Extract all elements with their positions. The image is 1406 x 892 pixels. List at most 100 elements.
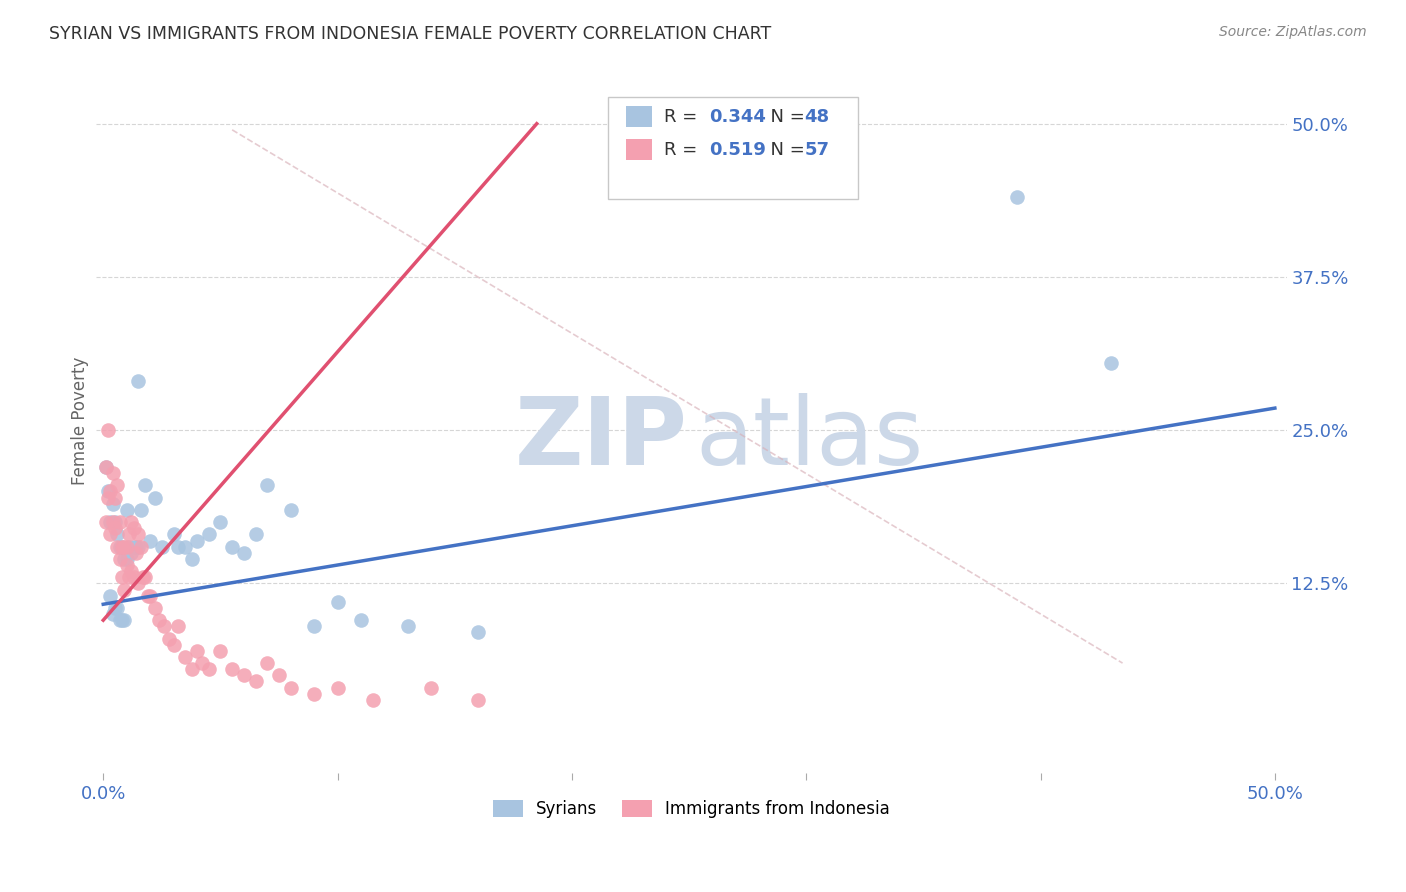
Point [101, 466, 124, 480]
Point [105, 540, 128, 554]
Point [267, 668, 290, 682]
Point [120, 546, 142, 560]
Point [125, 546, 148, 560]
Point [190, 656, 212, 670]
Point [134, 570, 156, 584]
Point [108, 515, 131, 529]
Point [120, 564, 142, 578]
Point [302, 687, 325, 701]
Point [104, 521, 127, 535]
Point [127, 576, 149, 591]
Point [129, 540, 152, 554]
Point [111, 540, 134, 554]
FancyBboxPatch shape [626, 139, 652, 161]
Point [127, 374, 149, 388]
Point [221, 540, 243, 554]
Point [115, 552, 138, 566]
Point [245, 674, 267, 689]
Point [209, 515, 232, 529]
Point [94, 459, 117, 474]
Point [111, 540, 134, 554]
Point [98, 527, 121, 541]
FancyBboxPatch shape [626, 106, 652, 127]
Text: R =: R = [664, 141, 703, 159]
Point [197, 662, 219, 676]
Point [112, 582, 135, 597]
Point [118, 570, 141, 584]
Point [104, 491, 127, 505]
Point [108, 540, 131, 554]
Text: R =: R = [664, 108, 703, 126]
Point [118, 540, 141, 554]
Point [139, 589, 162, 603]
Point [186, 644, 208, 658]
Text: ZIP: ZIP [515, 392, 688, 484]
Point [129, 503, 152, 517]
Point [115, 540, 138, 554]
Point [104, 515, 127, 529]
Point [122, 570, 145, 584]
Point [122, 540, 145, 554]
Y-axis label: Female Poverty: Female Poverty [72, 357, 89, 485]
Text: 48: 48 [804, 108, 830, 126]
Point [143, 601, 166, 615]
Point [280, 503, 302, 517]
Point [94, 515, 117, 529]
Point [105, 601, 128, 615]
Point [326, 681, 349, 695]
Point [101, 607, 124, 621]
Point [94, 459, 117, 474]
Point [162, 638, 184, 652]
Point [174, 650, 197, 665]
Point [232, 668, 254, 682]
Point [148, 613, 170, 627]
Point [101, 497, 124, 511]
Text: 0.519: 0.519 [709, 141, 766, 159]
Point [467, 625, 489, 640]
Point [1099, 356, 1122, 370]
Point [127, 527, 149, 541]
Point [467, 693, 489, 707]
Point [181, 552, 204, 566]
Point [1005, 190, 1028, 204]
Point [97, 484, 120, 499]
Point [420, 681, 443, 695]
Text: 57: 57 [804, 141, 830, 159]
Point [136, 589, 159, 603]
Point [150, 540, 173, 554]
Point [162, 527, 184, 541]
Point [98, 484, 121, 499]
Point [167, 540, 190, 554]
Point [115, 558, 138, 572]
Point [153, 619, 176, 633]
Point [115, 503, 138, 517]
Point [125, 540, 148, 554]
Point [280, 681, 302, 695]
Point [186, 533, 208, 548]
Legend: Syrians, Immigrants from Indonesia: Syrians, Immigrants from Indonesia [486, 794, 897, 825]
Point [256, 656, 278, 670]
Point [302, 619, 325, 633]
Point [111, 570, 134, 584]
Point [132, 570, 155, 584]
Point [134, 478, 156, 492]
Point [112, 552, 135, 566]
Point [98, 589, 121, 603]
Point [139, 533, 162, 548]
Point [174, 540, 197, 554]
Point [112, 613, 135, 627]
Point [256, 478, 278, 492]
Point [209, 644, 232, 658]
Text: atlas: atlas [695, 392, 924, 484]
Point [104, 601, 127, 615]
Text: N =: N = [759, 108, 811, 126]
Point [118, 527, 141, 541]
Point [245, 527, 267, 541]
Point [105, 527, 128, 541]
Text: N =: N = [759, 141, 811, 159]
Point [181, 662, 204, 676]
Point [127, 540, 149, 554]
Point [350, 613, 373, 627]
Point [120, 515, 142, 529]
Text: 0.344: 0.344 [709, 108, 766, 126]
